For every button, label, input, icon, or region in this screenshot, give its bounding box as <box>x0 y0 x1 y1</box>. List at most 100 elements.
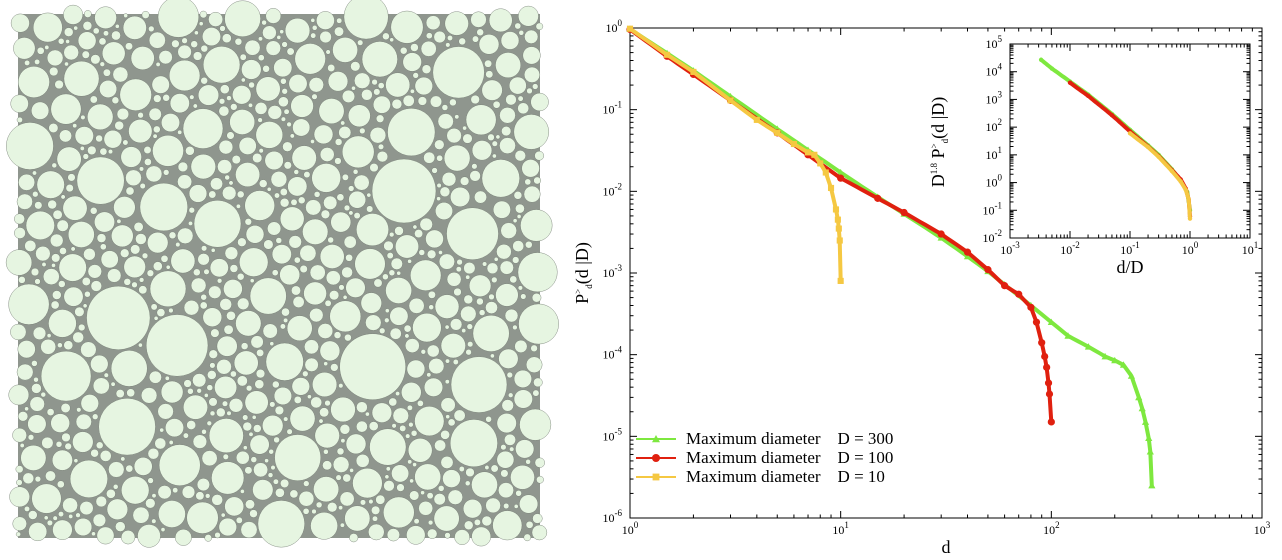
disc <box>8 283 50 325</box>
disc <box>8 384 30 406</box>
disc <box>323 195 338 210</box>
disc <box>219 298 232 311</box>
disc <box>244 466 253 475</box>
disc <box>517 95 524 102</box>
disc <box>325 270 341 286</box>
disc <box>25 210 55 240</box>
disc <box>125 186 135 196</box>
disc <box>156 308 166 317</box>
disc <box>219 84 230 94</box>
disc <box>258 36 263 42</box>
disc <box>111 96 120 105</box>
disc <box>123 255 146 278</box>
disc <box>287 176 308 197</box>
disc <box>115 389 125 398</box>
disc <box>162 94 170 102</box>
disc <box>153 94 162 103</box>
disc <box>245 225 265 244</box>
disc <box>31 360 38 367</box>
disc <box>63 60 100 97</box>
disc <box>91 531 96 537</box>
disc <box>87 264 102 279</box>
disc <box>444 11 469 36</box>
disc <box>533 176 542 185</box>
disc <box>340 438 346 444</box>
inset-y-tick-label: 103 <box>986 89 1003 106</box>
disc <box>320 209 331 219</box>
disc <box>183 394 208 420</box>
disc <box>464 520 474 530</box>
disc <box>473 519 481 526</box>
disc <box>482 261 488 267</box>
disc <box>31 383 42 394</box>
disc <box>299 265 308 274</box>
disc <box>115 521 126 532</box>
disc <box>402 52 422 72</box>
disc <box>55 441 63 448</box>
disc <box>471 140 493 161</box>
disc <box>195 491 205 501</box>
disc <box>485 70 494 79</box>
disc <box>95 441 104 449</box>
disc <box>526 87 533 95</box>
disc <box>79 145 85 151</box>
disc <box>58 253 87 282</box>
disc <box>338 126 352 139</box>
disc <box>92 27 100 35</box>
disc <box>264 150 284 170</box>
disc <box>252 479 274 501</box>
inset-x-tick-label: 10-3 <box>1000 240 1020 257</box>
disc <box>478 309 486 316</box>
disc <box>203 268 210 275</box>
disc <box>269 401 276 408</box>
disc <box>64 61 69 67</box>
disc <box>318 418 324 424</box>
disc <box>189 94 195 100</box>
disc <box>342 473 352 483</box>
disc <box>533 377 543 388</box>
disc <box>400 47 408 55</box>
disc <box>369 163 379 173</box>
disc <box>44 45 50 50</box>
disc <box>530 92 549 112</box>
disc <box>532 513 543 524</box>
disc <box>43 515 49 521</box>
disc <box>262 65 270 73</box>
disc <box>484 59 492 68</box>
disc <box>62 497 78 514</box>
disc <box>177 174 193 190</box>
disc <box>389 37 395 43</box>
disc <box>133 221 144 232</box>
disc <box>51 253 61 263</box>
main-data-point <box>1148 481 1156 489</box>
disc <box>375 494 386 505</box>
disc <box>373 88 381 96</box>
disc <box>303 281 327 306</box>
disc <box>197 253 210 266</box>
disc <box>319 340 341 362</box>
disc <box>112 484 119 490</box>
disc <box>288 74 308 94</box>
disc <box>384 474 390 480</box>
disc <box>517 285 523 291</box>
disc <box>445 358 450 364</box>
disc <box>419 217 433 232</box>
disc <box>254 102 268 115</box>
disc <box>339 333 406 400</box>
disc <box>427 290 436 299</box>
main-data-point <box>963 252 972 260</box>
disc <box>236 273 245 281</box>
disc <box>64 442 72 451</box>
disc <box>456 259 463 266</box>
disc <box>395 234 419 259</box>
disc <box>513 504 519 509</box>
disc <box>248 102 253 108</box>
disc <box>255 76 281 102</box>
disc <box>40 391 46 398</box>
disc <box>81 50 90 59</box>
disc <box>487 133 495 141</box>
main-ylabel: P>d(d |D) <box>572 242 594 304</box>
disc-packing <box>5 0 559 548</box>
disc <box>525 459 531 465</box>
disc <box>428 358 445 375</box>
